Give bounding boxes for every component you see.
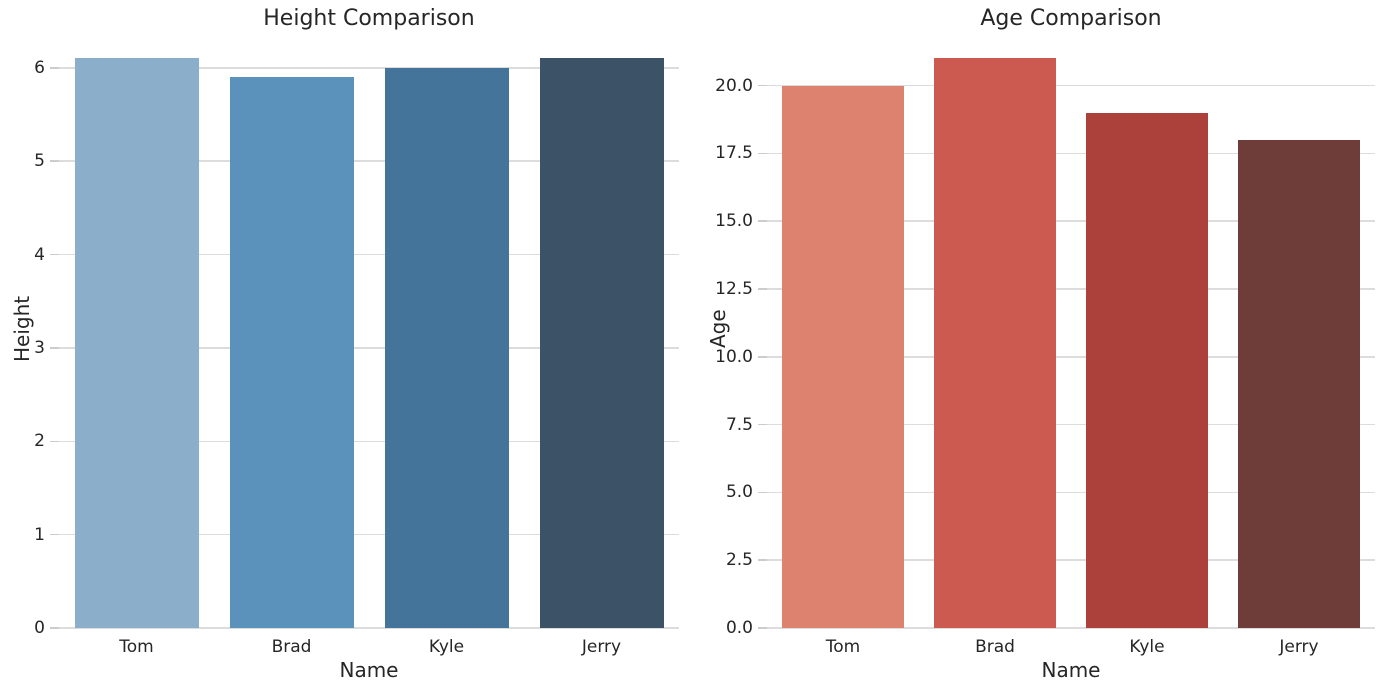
x-tick-label-kyle: Kyle [428,637,465,657]
y-axis-label-height: Height [10,295,34,363]
gridline [59,253,679,256]
x-axis-label-name-right: Name [1041,658,1101,682]
y-tick-mark [758,491,767,494]
gridline [59,440,679,443]
gridline [59,533,679,536]
gridline [767,220,1375,222]
gridline [767,84,1375,87]
y-tick-mark [758,627,767,629]
y-tick-label: 20.0 [715,75,753,96]
y-tick-label: 2.5 [725,550,753,571]
y-tick-label: 2 [34,431,45,452]
age-comparison-chart: Age Comparison Age 0.0 2.5 5.0 7.5 10.0 12.5 1… [694,0,1389,690]
y-tick-mark [50,347,59,349]
y-tick-label: 1 [34,524,45,545]
plot-area-height: 0 1 2 3 4 5 6 Tom Brad Kyle Jerry [34,30,679,657]
gridline [767,559,1375,561]
y-tick-mark [758,356,767,358]
y-tick-label: 15.0 [715,211,753,232]
x-tick-label-tom: Tom [825,637,861,657]
bar-jerry [1238,139,1360,628]
y-tick-mark [758,152,767,155]
bar-kyle [384,67,509,628]
gridline [767,356,1375,358]
gridline [59,67,679,69]
gridline [59,627,679,629]
y-tick-label: 0.0 [725,618,753,638]
y-axis-label-age: Age [706,309,730,349]
y-tick-label: 0 [34,618,45,638]
y-tick-mark [758,288,767,290]
x-tick-label-jerry: Jerry [581,637,622,657]
y-tick-mark [758,423,767,426]
x-tick-label-brad: Brad [271,637,312,657]
bar-tom [74,58,199,628]
bar-tom [782,85,904,628]
gridline [59,160,679,162]
y-tick-mark [50,253,59,256]
gridline [767,491,1375,494]
x-tick-label-jerry: Jerry [1279,637,1319,657]
y-tick-mark [758,84,767,87]
gridline [767,627,1375,629]
y-tick-label: 4 [34,244,45,265]
plot-area-age: 0.0 2.5 5.0 7.5 10.0 12.5 15.0 17.5 20.0 Tom Brad K… [715,30,1375,657]
y-tick-mark [758,559,767,561]
x-tick-label-tom: Tom [119,637,154,657]
y-tick-label: 5.0 [725,482,753,503]
bar-brad [934,58,1056,628]
y-tick-mark [50,533,59,536]
y-tick-label: 7.5 [725,414,753,435]
bar-brad [229,77,354,628]
chart-title-age: Age Comparison [980,6,1162,31]
height-comparison-chart: Height Comparison Height 0 1 2 3 4 5 6 Tom Brad K… [0,0,694,690]
y-tick-label: 12.5 [715,278,753,299]
y-tick-mark [758,220,767,222]
gridline [767,423,1375,426]
chart-title-height: Height Comparison [263,6,475,31]
y-tick-mark [50,627,59,629]
x-tick-label-brad: Brad [975,637,1015,657]
y-tick-label: 6 [34,57,45,78]
gridline [59,347,679,349]
x-axis-label-name-left: Name [339,658,399,682]
gridline [767,152,1375,155]
y-tick-label: 5 [34,151,45,172]
y-tick-mark [50,440,59,443]
x-tick-label-kyle: Kyle [1129,637,1165,657]
gridline [767,288,1375,290]
bar-kyle [1086,112,1208,628]
y-tick-label: 3 [34,337,45,358]
y-tick-label: 17.5 [715,143,753,164]
y-tick-mark [50,67,59,69]
bar-jerry [539,58,664,628]
y-tick-mark [50,160,59,162]
y-tick-label: 10.0 [715,346,753,367]
